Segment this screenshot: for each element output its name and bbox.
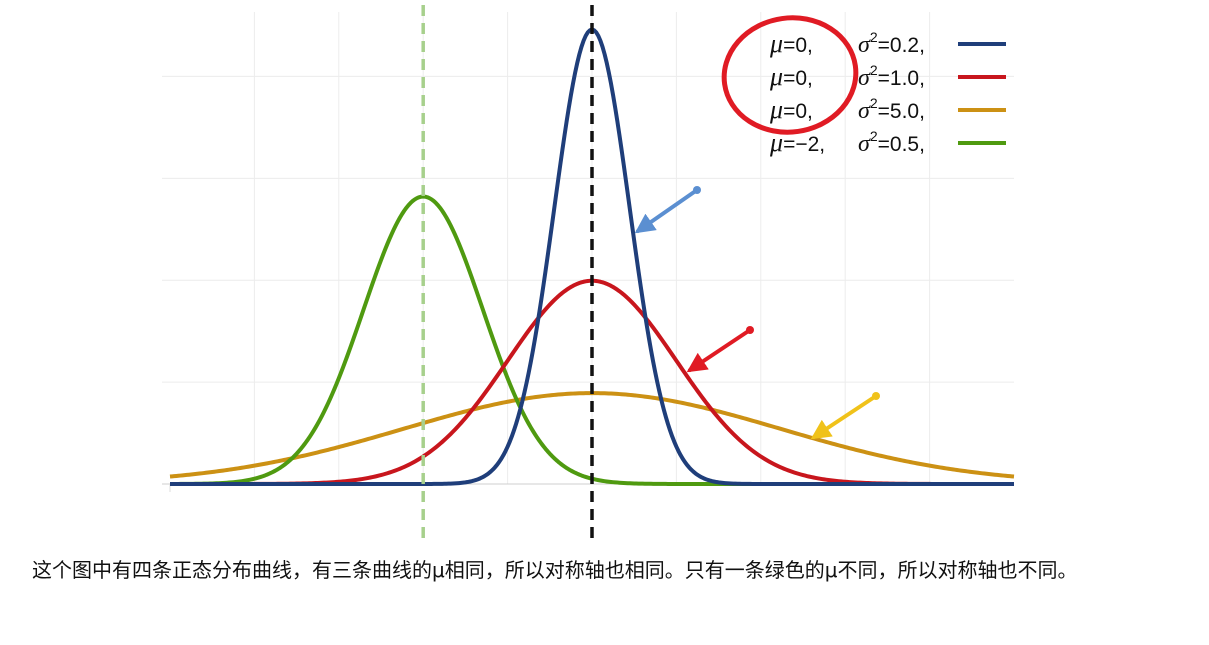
chart-legend: μ=0, σ2=0.2, μ=0, σ2=1.0, μ=0, σ2=5.0, μ=−2, σ2… bbox=[769, 29, 1006, 157]
annotation-arrow-dot-2 bbox=[872, 392, 880, 400]
annotation-arrow-2 bbox=[810, 394, 878, 440]
chart-caption: 这个图中有四条正态分布曲线，有三条曲线的μ相同，所以对称轴也相同。只有一条绿色的… bbox=[32, 558, 1078, 582]
legend-label-1: μ=0, σ2=1.0, bbox=[769, 62, 925, 91]
legend-label-3: μ=−2, σ2=0.5, bbox=[769, 128, 925, 157]
normal-distribution-chart: μ=0, σ2=0.2, μ=0, σ2=1.0, μ=0, σ2=5.0, μ=−2, σ2… bbox=[162, 5, 1015, 540]
legend-label-0: μ=0, σ2=0.2, bbox=[769, 29, 925, 58]
annotation-arrow-dot-1 bbox=[746, 326, 754, 334]
highlight-circle bbox=[721, 15, 859, 135]
annotation-arrow-0 bbox=[634, 188, 699, 234]
legend-label-2: μ=0, σ2=5.0, bbox=[769, 95, 925, 124]
annotation-arrows bbox=[634, 186, 880, 440]
annotation-arrow-dot-0 bbox=[693, 186, 701, 194]
annotation-arrow-1 bbox=[686, 328, 752, 373]
